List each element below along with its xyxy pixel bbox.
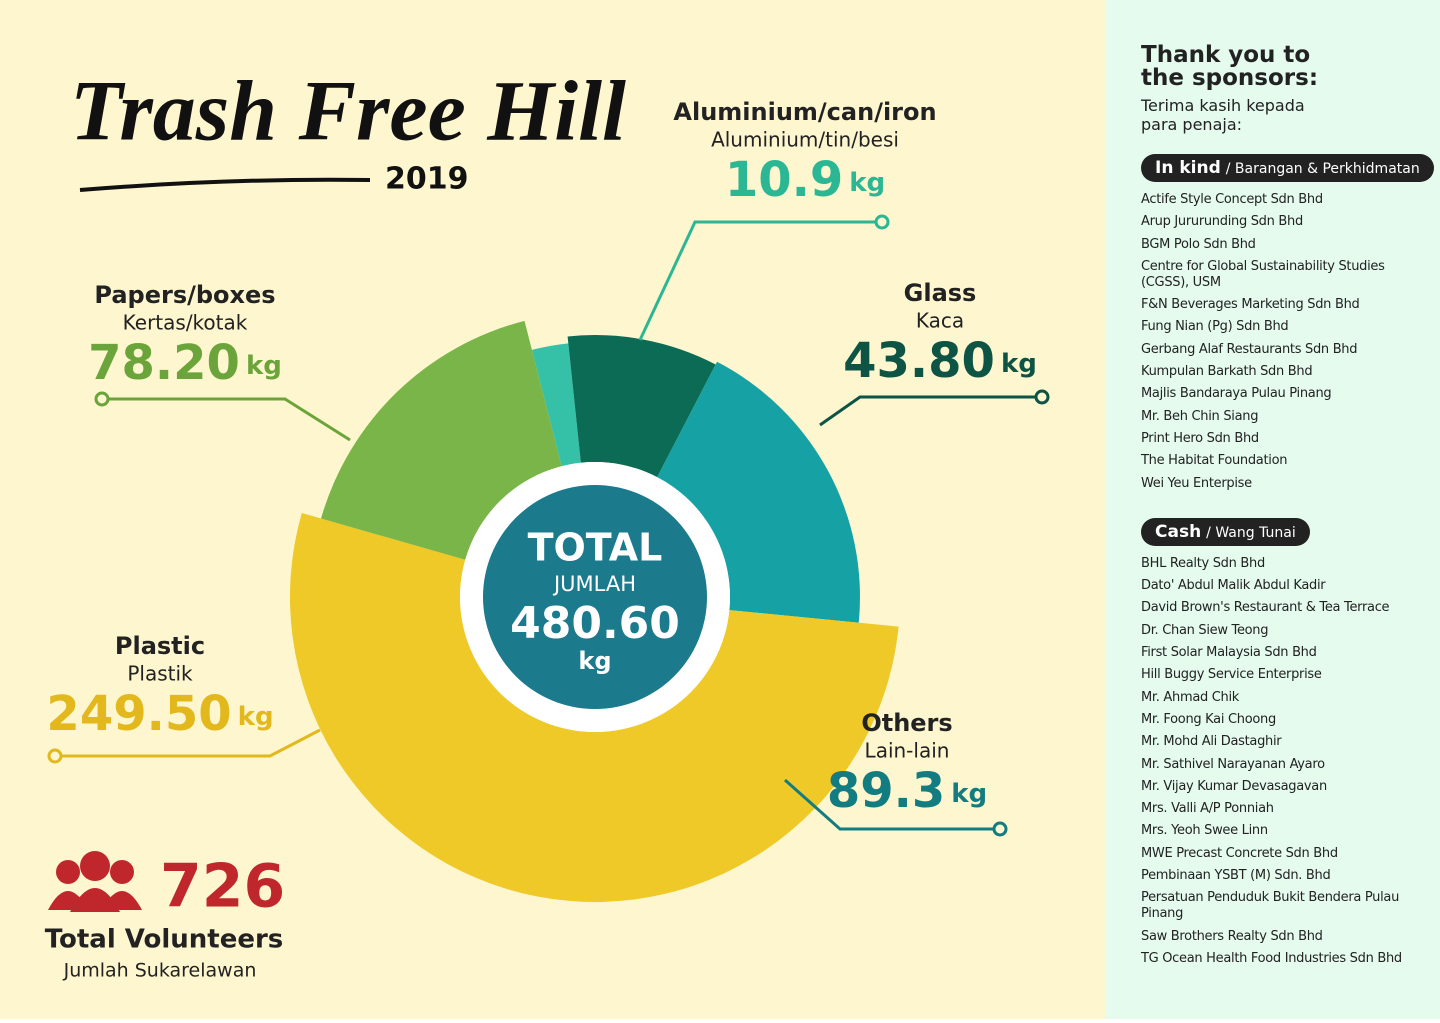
sponsor-name: Centre for Global Sustainability Studies…: [1141, 258, 1385, 290]
leader-line: [819, 395, 1042, 427]
category-label: Others: [861, 709, 952, 737]
value-unit: kg: [1001, 349, 1037, 379]
title-underline: [79, 177, 371, 192]
category-label-local: Lain-lain: [865, 739, 950, 763]
sponsor-name: Saw Brothers Realty Sdn Bhd: [1141, 928, 1323, 944]
sponsor-list: Actife Style Concept Sdn Bhd Arup Jururun…: [1141, 192, 1411, 492]
year: 2019: [385, 162, 469, 197]
leader-line: [638, 220, 882, 341]
pie-slice: [289, 512, 899, 903]
chart: Trash Free Hill 2019 726 Total Volunteer…: [45, 63, 1050, 982]
group-name: Cash: [1155, 521, 1202, 542]
value-unit: kg: [951, 779, 987, 809]
value-label: 249.50 kg: [46, 686, 273, 742]
group-name-local: / Barangan & Perkhidmatan: [1225, 161, 1420, 177]
leader-dot: [1034, 389, 1050, 405]
leader-line: [102, 397, 351, 442]
pie-slice: [657, 361, 860, 623]
center-disc: [483, 485, 707, 709]
sponsor-name: Mr. Foong Kai Choong: [1141, 711, 1276, 727]
sponsor-name: Persatuan Penduduk Bukit Bendera Pulau P…: [1141, 890, 1400, 922]
value-number: 78.20: [88, 335, 240, 391]
value-number: 249.50: [46, 686, 231, 742]
pie-slice: [531, 343, 581, 467]
sponsor-name: Wei Yeu Enterpise: [1141, 475, 1252, 491]
sponsor-subtitle-line: para penaja:: [1141, 115, 1243, 134]
sponsor-name: Pembinaan YSBT (M) Sdn. Bhd: [1141, 868, 1331, 884]
leader-line: [55, 728, 321, 758]
title: Trash Free Hill: [70, 63, 626, 159]
sponsor-name: BHL Realty Sdn Bhd: [1141, 555, 1265, 571]
pie-slice: [567, 335, 716, 478]
sponsor-name: Print Hero Sdn Bhd: [1141, 430, 1259, 446]
sponsor-name: Arup Jururunding Sdn Bhd: [1141, 214, 1303, 230]
value-label: 89.3 kg: [827, 763, 987, 819]
sponsor-name: F&N Beverages Marketing Sdn Bhd: [1141, 297, 1360, 313]
leader-dot: [94, 391, 110, 407]
sponsor-name: Mr. Beh Chin Siang: [1141, 408, 1259, 424]
sponsor-name: Mr. Mohd Ali Dastaghir: [1141, 734, 1282, 750]
sponsor-name: Mr. Vijay Kumar Devasagavan: [1141, 778, 1327, 794]
category-label-local: Kaca: [916, 309, 964, 333]
center-value: 480.60: [510, 598, 680, 649]
value-label: 10.9 kg: [725, 152, 885, 208]
sponsor-name: Gerbang Alaf Restaurants Sdn Bhd: [1141, 341, 1358, 357]
sponsor-name: Kumpulan Barkath Sdn Bhd: [1141, 364, 1313, 380]
pie-slice: [321, 320, 562, 560]
sponsor-subtitle-line: Terima kasih kepada: [1141, 96, 1305, 115]
sponsor-title: the sponsors:: [1141, 65, 1319, 91]
leader-dot: [47, 748, 63, 764]
volunteer-icon: [48, 851, 142, 912]
sponsor-name: Hill Buggy Service Enterprise: [1141, 667, 1322, 683]
sponsor-subtitle: Terima kasih kepada para penaja:: [1141, 96, 1440, 134]
sponsor-name: David Brown's Restaurant & Tea Terrace: [1141, 600, 1390, 616]
value-unit: kg: [246, 351, 282, 381]
value-number: 89.3: [827, 763, 945, 819]
sponsor-name: Dr. Chan Siew Teong: [1141, 622, 1269, 638]
category-label-local: Kertas/kotak: [123, 311, 248, 335]
center-unit: kg: [578, 647, 611, 675]
leader-line: [784, 778, 1000, 831]
sponsor-name: Mr. Sathivel Narayanan Ayaro: [1141, 756, 1325, 772]
sponsor-name: Mrs. Valli A/P Ponniah: [1141, 801, 1274, 817]
sponsor-title: Thank you to: [1141, 42, 1311, 68]
infographic: Trash Free Hill 2019 726 Total Volunteer…: [0, 0, 1105, 1019]
sponsor-name: The Habitat Foundation: [1141, 453, 1288, 469]
center-subtitle: JUMLAH: [552, 572, 636, 596]
category-label-local: Aluminium/tin/besi: [711, 128, 899, 152]
sponsor-name: First Solar Malaysia Sdn Bhd: [1141, 645, 1317, 661]
value-number: 43.80: [843, 333, 995, 389]
volunteer-count: 726: [160, 852, 285, 922]
group-badge: In kind / Barangan & Perkhidmatan: [1141, 154, 1434, 182]
category-label-local: Plastik: [127, 662, 193, 686]
volunteer-label: Total Volunteers: [45, 925, 284, 955]
category-label: Aluminium/can/iron: [673, 98, 936, 126]
leader-dot: [992, 821, 1008, 837]
sponsor-name: Actife Style Concept Sdn Bhd: [1141, 192, 1323, 207]
value-number: 10.9: [725, 152, 843, 208]
category-label: Plastic: [115, 632, 205, 660]
sponsor-name: Majlis Bandaraya Pulau Pinang: [1141, 386, 1332, 402]
sponsor-name: BGM Polo Sdn Bhd: [1141, 236, 1256, 252]
sponsor-name: Dato' Abdul Malik Abdul Kadir: [1141, 578, 1326, 594]
volunteer-label-local: Jumlah Sukarelawan: [63, 960, 257, 982]
category-label: Glass: [904, 279, 977, 307]
sponsor-name: TG Ocean Health Food Industries Sdn Bhd: [1141, 950, 1402, 966]
sponsor-name: Mrs. Yeoh Swee Linn: [1141, 823, 1268, 839]
group-name-local: / Wang Tunai: [1206, 524, 1296, 541]
sponsor-list: BHL Realty Sdn Bhd Dato' Abdul Malik Abdu…: [1141, 556, 1411, 967]
group-badge: Cash / Wang Tunai: [1141, 517, 1310, 546]
sponsor-panel: Thank you to the sponsors: Terima kasih ke…: [1105, 0, 1440, 1019]
value-label: 43.80 kg: [843, 333, 1037, 389]
value-label: 78.20 kg: [88, 335, 282, 391]
sponsor-name: MWE Precast Concrete Sdn Bhd: [1141, 845, 1338, 861]
group-name: In kind: [1155, 158, 1221, 178]
sponsor-name: Fung Nian (Pg) Sdn Bhd: [1141, 319, 1289, 335]
leader-dot: [874, 214, 890, 230]
sponsor-name: Mr. Ahmad Chik: [1141, 689, 1240, 705]
category-label: Papers/boxes: [94, 281, 275, 309]
center-title: TOTAL: [528, 526, 663, 570]
value-unit: kg: [238, 702, 274, 732]
value-unit: kg: [849, 168, 885, 198]
